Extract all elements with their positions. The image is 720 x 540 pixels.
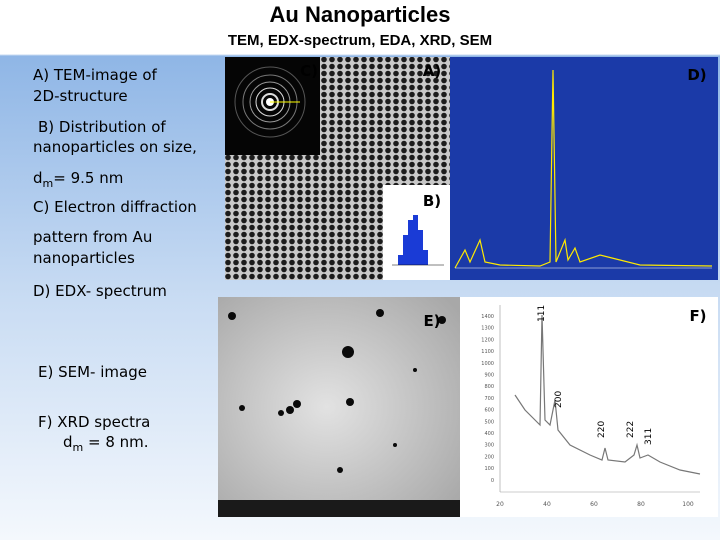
item: pattern from Au xyxy=(33,228,153,246)
xrd-y-tick: 700 xyxy=(484,396,494,402)
xrd-y-tick: 200 xyxy=(484,454,494,460)
xrd-y-tick: 400 xyxy=(484,431,494,437)
xrd-image xyxy=(460,297,718,517)
xrd-y-tick: 500 xyxy=(484,419,494,425)
peak-label: 222 xyxy=(626,421,636,438)
text: = 8 nm. xyxy=(83,433,149,451)
diffraction-inset xyxy=(225,57,320,155)
sem-particles xyxy=(228,309,446,473)
sem-image xyxy=(218,297,460,517)
xrd-x-tick: 40 xyxy=(543,501,551,508)
xrd-y-tick: 1100 xyxy=(481,349,494,355)
xrd-x-tick: 100 xyxy=(682,501,694,508)
xrd-y-tick: 600 xyxy=(484,408,494,414)
xrd-y-tick: 1400 xyxy=(481,314,494,320)
item: 2D-structure xyxy=(33,87,128,105)
xrd-y-tick: 1300 xyxy=(481,326,494,332)
item: A) TEM-image of xyxy=(33,66,157,84)
peak-label: 220 xyxy=(597,421,607,438)
xrd-y-tick: 300 xyxy=(484,443,494,449)
edx-image xyxy=(450,57,718,280)
title: Au Nanoparticles xyxy=(269,2,451,27)
panel-label: B) xyxy=(423,192,441,210)
panel-label: A) xyxy=(423,62,441,80)
xrd-y-tick: 1200 xyxy=(481,337,494,343)
item: E) SEM- image xyxy=(38,363,147,381)
peak-label: 311 xyxy=(644,428,654,445)
xrd-x-tick: 20 xyxy=(496,501,504,508)
xrd-y-tick: 100 xyxy=(484,466,494,472)
subscript: m xyxy=(72,441,84,454)
panel-label: E) xyxy=(423,312,440,330)
histogram-bars xyxy=(398,215,428,265)
item: nanoparticles xyxy=(33,249,135,267)
panel-label: D) xyxy=(687,66,706,84)
text: d xyxy=(63,433,73,451)
xrd-x-tick: 80 xyxy=(637,501,645,508)
xrd-y-tick: 0 xyxy=(491,478,494,484)
panel-label: C) xyxy=(300,62,318,80)
xrd-y-tick: 1000 xyxy=(481,361,494,367)
peak-label: 200 xyxy=(554,391,564,408)
xrd-y-tick: 800 xyxy=(484,384,494,390)
item: dm = 8 nm. xyxy=(63,432,149,458)
item: D) EDX- spectrum xyxy=(33,282,167,300)
xrd-x-tick: 60 xyxy=(590,501,598,508)
subtitle: TEM, EDX-spectrum, EDA, XRD, SEM xyxy=(227,32,493,49)
item: F) XRD spectra xyxy=(38,413,151,431)
text: d xyxy=(33,169,43,187)
panel-label: F) xyxy=(689,307,706,325)
item: C) Electron diffraction xyxy=(33,198,197,216)
text: = 9.5 nm xyxy=(53,169,124,187)
xrd-y-tick: 900 xyxy=(484,373,494,379)
item: B) Distribution of xyxy=(38,118,166,136)
item: dm= 9.5 nm xyxy=(33,168,123,194)
item: nanoparticles on size, xyxy=(33,138,197,156)
peak-label: 111 xyxy=(537,305,547,322)
subscript: m xyxy=(42,177,54,190)
